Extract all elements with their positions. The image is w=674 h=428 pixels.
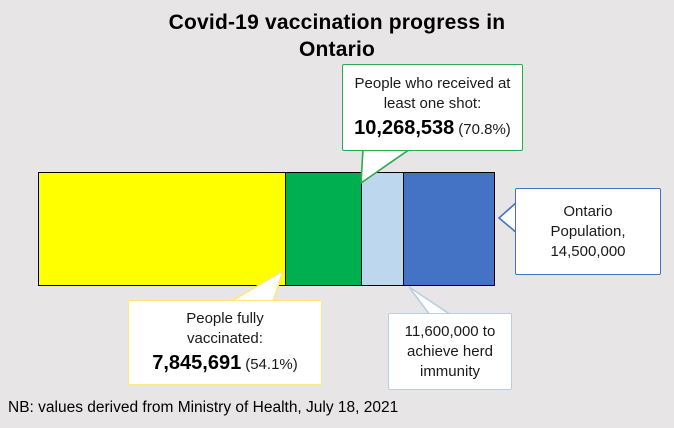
- herd-immunity-callout-line1: 11,600,000 to: [404, 322, 496, 340]
- chart-title: Covid-19 vaccination progress in Ontario: [0, 9, 674, 63]
- fully-vaccinated-callout-line1: People fully: [186, 309, 264, 327]
- chart-title-line1: Covid-19 vaccination progress in: [168, 11, 506, 34]
- herd-immunity-callout-line3: immunity: [419, 362, 480, 380]
- fully-vaccinated-callout-value-line: 7,845,691 (54.1%): [152, 351, 298, 377]
- one-shot-callout-value-line: 10,268,538 (70.8%): [354, 116, 511, 142]
- one-shot-value: 10,268,538: [354, 116, 455, 139]
- herd-immunity-callout[interactable]: 11,600,000 to achieve herd immunity: [388, 313, 512, 390]
- one-shot-percent: (70.8%): [458, 120, 511, 138]
- fully-vaccinated-value: 7,845,691: [152, 351, 242, 374]
- bar-segment-herd-immunity-gap[interactable]: [361, 173, 403, 285]
- stacked-bar: [38, 172, 495, 286]
- fully-vaccinated-callout-line2: vaccinated:: [187, 329, 263, 347]
- chart-title-line2: Ontario: [298, 38, 376, 61]
- herd-immunity-callout-tail: [408, 286, 454, 316]
- population-callout-line3: 14,500,000: [550, 242, 626, 260]
- bar-segment-at-least-one-shot[interactable]: [285, 173, 362, 285]
- population-callout[interactable]: Ontario Population, 14,500,000: [515, 188, 661, 275]
- fully-vaccinated-percent: (54.1%): [245, 355, 298, 373]
- source-note: NB: values derived from Ministry of Heal…: [8, 399, 399, 416]
- one-shot-callout-line2: least one shot:: [383, 94, 482, 112]
- one-shot-callout-line1: People who received at: [354, 74, 511, 92]
- bar-segment-fully-vaccinated[interactable]: [39, 173, 286, 285]
- one-shot-callout[interactable]: People who received at least one shot: 1…: [342, 64, 523, 151]
- herd-immunity-callout-line2: achieve herd: [407, 342, 493, 360]
- population-callout-line2: Population,: [550, 222, 626, 240]
- fully-vaccinated-callout[interactable]: People fully vaccinated: 7,845,691 (54.1%…: [128, 300, 322, 385]
- bar-segment-remaining-population[interactable]: [402, 173, 494, 285]
- population-callout-line1: Ontario: [563, 202, 613, 220]
